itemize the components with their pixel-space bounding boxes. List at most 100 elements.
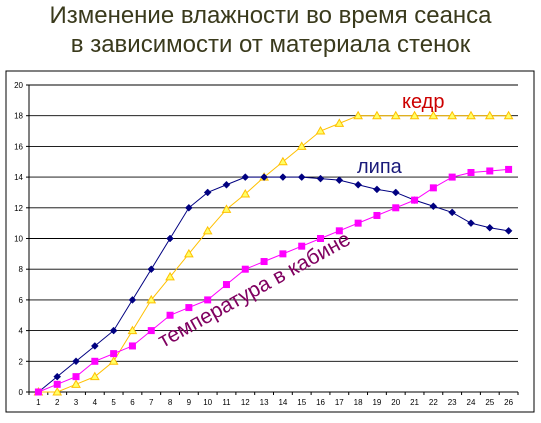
point-series-1-x7 bbox=[146, 294, 157, 304]
point-series-3-x7 bbox=[147, 327, 155, 335]
point-series-1-x18 bbox=[353, 110, 363, 120]
point-series-3-x20 bbox=[392, 204, 400, 212]
point-series-1-x6 bbox=[127, 325, 138, 335]
point-series-3-x5 bbox=[110, 350, 118, 358]
chart-frame bbox=[5, 70, 535, 413]
point-series-2-x15 bbox=[297, 173, 306, 181]
y-tick-label-6: 6 bbox=[19, 296, 24, 305]
point-series-1-x23 bbox=[447, 110, 458, 120]
annotation-lipa: липа bbox=[357, 156, 403, 178]
point-series-3-x2 bbox=[53, 380, 61, 388]
point-series-3-x9 bbox=[185, 304, 193, 312]
point-series-2-x9 bbox=[185, 203, 193, 212]
point-series-2-x8 bbox=[166, 234, 174, 243]
point-series-2-x20 bbox=[391, 188, 400, 197]
x-tick-label-26: 26 bbox=[504, 398, 513, 407]
y-tick-label-12: 12 bbox=[14, 204, 23, 213]
point-series-2-x5 bbox=[109, 326, 118, 335]
series-line-2 bbox=[38, 176, 509, 393]
series-markers-2 bbox=[34, 173, 513, 396]
point-series-2-x19 bbox=[373, 185, 381, 194]
point-series-1-x26 bbox=[503, 110, 514, 120]
point-series-1-x11 bbox=[221, 204, 232, 213]
x-tick-label-14: 14 bbox=[278, 398, 287, 407]
point-series-3-x8 bbox=[166, 311, 174, 319]
point-series-3-x24 bbox=[467, 168, 475, 176]
point-series-3-x23 bbox=[448, 173, 456, 181]
x-tick-label-25: 25 bbox=[485, 398, 494, 407]
point-series-3-x4 bbox=[91, 357, 99, 365]
point-series-1-x12 bbox=[240, 188, 251, 198]
point-series-1-x2 bbox=[52, 386, 63, 396]
x-tick-label-8: 8 bbox=[168, 398, 173, 407]
point-series-1-x5 bbox=[108, 356, 119, 365]
y-tick-label-18: 18 bbox=[14, 112, 23, 121]
x-tick-label-15: 15 bbox=[297, 398, 306, 407]
series-markers-3 bbox=[34, 165, 513, 396]
point-series-2-x11 bbox=[222, 180, 231, 189]
y-tick-label-14: 14 bbox=[14, 173, 23, 182]
x-tick-label-2: 2 bbox=[55, 398, 60, 407]
chart-title-line-1: Изменение влажности во время сеанса bbox=[49, 2, 492, 29]
point-series-2-x2 bbox=[53, 372, 62, 381]
x-tick-label-1: 1 bbox=[36, 398, 41, 407]
point-series-2-x22 bbox=[429, 202, 438, 211]
chart-title-line-2: в зависимости от материала стенок bbox=[70, 31, 471, 58]
x-tick-label-22: 22 bbox=[429, 398, 438, 407]
x-tick-label-5: 5 bbox=[111, 398, 116, 407]
x-tick-label-17: 17 bbox=[335, 398, 344, 407]
x-tick-label-23: 23 bbox=[448, 398, 457, 407]
point-series-2-x25 bbox=[485, 223, 494, 232]
x-tick-label-10: 10 bbox=[203, 398, 212, 407]
point-series-3-x25 bbox=[486, 167, 494, 175]
y-tick-label-2: 2 bbox=[19, 357, 24, 366]
point-series-2-x13 bbox=[260, 173, 268, 181]
series-markers-1 bbox=[33, 110, 514, 396]
point-series-2-x4 bbox=[90, 342, 99, 350]
point-series-1-x9 bbox=[184, 248, 194, 258]
y-tick-label-8: 8 bbox=[19, 265, 24, 274]
point-series-3-x12 bbox=[241, 265, 249, 273]
point-series-1-x3 bbox=[71, 379, 81, 388]
point-series-3-x6 bbox=[128, 342, 136, 350]
point-series-3-x17 bbox=[335, 227, 343, 235]
y-tick-label-0: 0 bbox=[19, 388, 24, 397]
point-series-2-x23 bbox=[448, 208, 457, 217]
x-tick-label-7: 7 bbox=[149, 398, 154, 407]
annotation-kedr: кедр bbox=[402, 91, 444, 113]
point-series-2-x7 bbox=[147, 265, 156, 274]
point-series-3-x22 bbox=[429, 184, 437, 192]
point-series-2-x12 bbox=[241, 173, 250, 181]
point-series-1-x24 bbox=[466, 110, 476, 120]
point-series-3-x16 bbox=[317, 235, 325, 242]
y-tick-label-20: 20 bbox=[14, 81, 23, 90]
point-series-1-x17 bbox=[334, 118, 345, 127]
y-tick-label-4: 4 bbox=[19, 327, 24, 336]
point-series-1-x22 bbox=[428, 110, 439, 120]
x-tick-label-19: 19 bbox=[372, 398, 381, 407]
x-tick-label-18: 18 bbox=[354, 398, 363, 407]
y-tick-label-10: 10 bbox=[14, 235, 23, 244]
point-series-2-x6 bbox=[128, 296, 137, 304]
point-series-1-x25 bbox=[484, 110, 495, 120]
point-series-3-x18 bbox=[354, 219, 362, 227]
x-tick-label-21: 21 bbox=[410, 398, 419, 407]
point-series-1-x19 bbox=[372, 110, 382, 120]
point-series-3-x15 bbox=[298, 242, 306, 250]
point-series-1-x16 bbox=[315, 126, 326, 135]
point-series-2-x10 bbox=[203, 188, 212, 197]
x-tick-label-9: 9 bbox=[187, 398, 192, 407]
point-series-2-x24 bbox=[467, 219, 475, 228]
x-tick-label-6: 6 bbox=[130, 398, 135, 407]
point-series-2-x14 bbox=[279, 173, 287, 181]
point-series-3-x14 bbox=[279, 250, 287, 258]
point-series-3-x3 bbox=[72, 373, 80, 381]
x-tick-label-4: 4 bbox=[93, 398, 98, 407]
point-series-2-x16 bbox=[316, 174, 325, 183]
point-series-2-x17 bbox=[335, 176, 344, 185]
x-tick-label-16: 16 bbox=[316, 398, 325, 407]
point-series-1-x8 bbox=[165, 271, 175, 281]
point-series-1-x14 bbox=[278, 156, 288, 166]
point-series-3-x19 bbox=[373, 211, 381, 219]
